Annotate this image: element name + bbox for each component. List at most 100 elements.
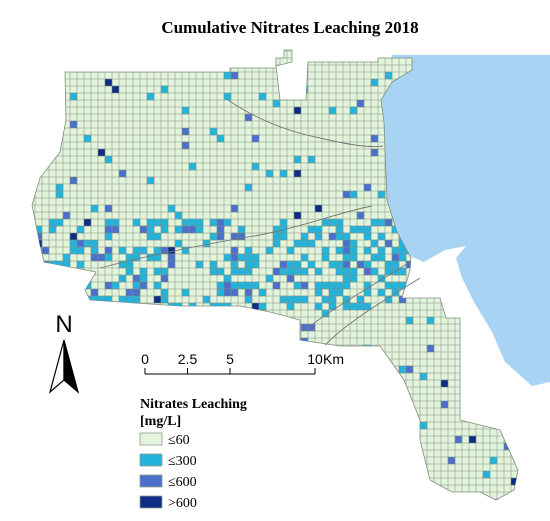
leaching-cell	[153, 246, 162, 255]
leaching-cell	[293, 295, 302, 304]
leaching-cell	[300, 232, 309, 241]
leaching-cell	[342, 260, 351, 269]
leaching-cell	[279, 232, 288, 241]
road	[304, 261, 411, 331]
leaching-cell	[398, 246, 407, 255]
leaching-cell	[230, 204, 239, 213]
water-body	[380, 55, 550, 386]
leaching-cell	[104, 155, 113, 164]
leaching-cell	[363, 183, 372, 192]
leaching-cell	[363, 302, 372, 311]
leaching-cell	[223, 92, 232, 101]
leaching-cell	[146, 176, 155, 185]
leaching-cell	[335, 225, 344, 234]
leaching-cell	[286, 246, 295, 255]
leaching-cell	[160, 267, 169, 276]
leaching-cell	[272, 99, 281, 108]
leaching-cell	[286, 295, 295, 304]
leaching-cell	[69, 246, 78, 255]
leaching-cell	[244, 253, 253, 262]
leaching-cell	[377, 253, 386, 262]
leaching-cell	[349, 302, 358, 311]
leaching-cell	[244, 288, 253, 297]
leaching-cell	[335, 288, 344, 297]
leaching-cell	[146, 232, 155, 241]
leaching-cell	[237, 253, 246, 262]
leaching-cell	[209, 127, 218, 136]
leaching-cell	[62, 211, 71, 220]
legend-title: Nitrates Leaching	[140, 397, 247, 412]
leaching-cell	[118, 295, 127, 304]
leaching-cell	[104, 218, 113, 227]
leaching-cell	[146, 92, 155, 101]
leaching-cell	[202, 295, 211, 304]
leaching-cell	[384, 239, 393, 248]
road	[227, 99, 384, 148]
leaching-cell	[230, 267, 239, 276]
legend: Nitrates Leaching [mg/L] ≤60 ≤300 ≤600 >600	[139, 397, 247, 511]
leaching-cell	[132, 274, 141, 283]
leaching-cell	[111, 281, 120, 290]
leaching-cell	[125, 295, 134, 304]
leaching-cell	[244, 295, 253, 304]
leaching-cell	[349, 246, 358, 255]
leaching-cell	[377, 232, 386, 241]
leaching-cell	[76, 225, 85, 234]
north-arrow-right	[63, 339, 80, 394]
map-title: Cumulative Nitrates Leaching 2018	[161, 18, 418, 37]
leaching-cell	[216, 134, 225, 143]
leaching-cell	[356, 211, 365, 220]
leaching-cell	[83, 218, 92, 227]
leaching-cell	[244, 246, 253, 255]
leaching-cell	[216, 281, 225, 290]
leaching-cell	[69, 92, 78, 101]
leaching-cell	[195, 218, 204, 227]
leaching-cell	[363, 260, 372, 269]
leaching-cell	[349, 106, 358, 115]
leaching-cell	[419, 421, 428, 430]
leaching-cell	[314, 232, 323, 241]
leaching-cell	[356, 225, 365, 234]
leaching-cell	[384, 218, 393, 227]
leaching-cell	[216, 288, 225, 297]
leaching-cell	[349, 253, 358, 262]
leaching-cell	[160, 218, 169, 227]
leaching-cell	[356, 295, 365, 304]
leaching-cell	[139, 225, 148, 234]
leaching-cell	[377, 218, 386, 227]
leaching-cell	[153, 295, 162, 304]
leaching-cell	[132, 288, 141, 297]
leaching-cell	[41, 246, 50, 255]
leaching-cell	[181, 225, 190, 234]
leaching-cell	[125, 288, 134, 297]
leaching-cell	[139, 281, 148, 290]
leaching-cell	[209, 260, 218, 269]
leaching-cell	[314, 281, 323, 290]
leaching-cell	[356, 302, 365, 311]
leaching-cell	[69, 176, 78, 185]
legend-swatch	[139, 474, 163, 488]
leaching-cell	[230, 71, 239, 80]
leaching-cell	[160, 295, 169, 304]
leaching-cell	[426, 344, 435, 353]
leaching-cell	[426, 316, 435, 325]
leaching-cell	[293, 106, 302, 115]
leaching-cell	[349, 239, 358, 248]
leaching-cell	[286, 302, 295, 311]
leaching-cells	[32, 64, 518, 500]
leaching-cell	[251, 260, 260, 269]
leaching-cell	[300, 253, 309, 262]
leaching-cell	[370, 267, 379, 276]
north-label: N	[55, 311, 72, 338]
legend-units: [mg/L]	[140, 414, 181, 429]
leaching-cell	[132, 295, 141, 304]
leaching-cell	[181, 141, 190, 150]
legend-swatch	[139, 495, 163, 509]
leaching-cell	[265, 274, 274, 283]
leaching-cell	[90, 246, 99, 255]
leaching-cell	[391, 246, 400, 255]
leaching-cell	[454, 435, 463, 444]
leaching-cell	[258, 302, 267, 311]
leaching-cell	[258, 288, 267, 297]
scale-bar-label: 0	[141, 351, 149, 367]
